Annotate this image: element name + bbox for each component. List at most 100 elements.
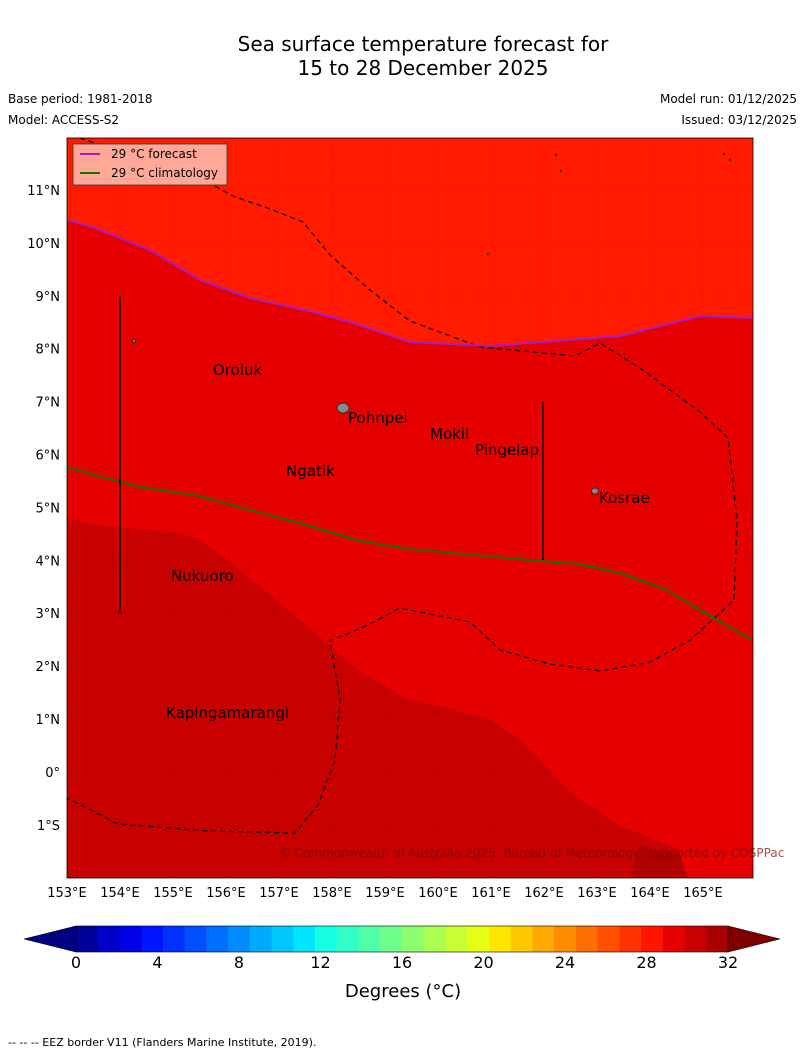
lat-tick-label: 5°N — [36, 501, 61, 516]
island-pohnpei — [336, 402, 350, 414]
colorbar-tick-label: 24 — [555, 953, 575, 972]
colorbar-segment — [336, 926, 360, 952]
colorbar-segment — [641, 926, 664, 952]
lon-tick-label: 156°E — [206, 886, 246, 901]
chart-title: Sea surface temperature forecast for 15 … — [0, 32, 804, 80]
sst-band-29_5-30 — [67, 518, 685, 878]
map-legend: 29 °C forecast 29 °C climatology — [72, 143, 228, 186]
place-pohnpei: Pohnpei — [348, 409, 408, 427]
lon-tick-label: 153°E — [47, 886, 87, 901]
colorbar-segment — [402, 926, 425, 952]
colorbar: 0 4 8 12 16 20 24 28 32 Degrees (°C) — [23, 925, 781, 1002]
footer-note: -- -- -- EEZ border V11 (Flanders Marine… — [8, 1036, 317, 1049]
place-labels: Oroluk Pohnpei Mokil Pingelap Ngatik Kos… — [166, 361, 650, 722]
colorbar-segment — [619, 926, 642, 952]
sst-band-over-30 — [630, 845, 688, 878]
colorbar-tick-labels: 0 4 8 12 16 20 24 28 32 — [71, 953, 738, 972]
place-nukuoro: Nukuoro — [171, 567, 234, 585]
lat-tick-label: 11°N — [27, 184, 60, 199]
colorbar-segment — [97, 926, 120, 952]
colorbar-tick-label: 12 — [310, 953, 330, 972]
colorbar-segment — [467, 926, 490, 952]
lat-tick-label: 4°N — [36, 554, 61, 569]
lon-tick-label: 161°E — [471, 886, 511, 901]
place-pingelap: Pingelap — [475, 441, 539, 459]
colorbar-outline — [75, 925, 729, 953]
title-line-2: 15 to 28 December 2025 — [297, 56, 549, 80]
colorbar-segment — [184, 926, 207, 952]
colorbar-tick-label: 20 — [473, 953, 493, 972]
colorbar-tick-label: 8 — [234, 953, 244, 972]
lat-tick-label: 1°S — [37, 819, 60, 834]
place-ngatik: Ngatik — [286, 462, 335, 480]
climatology-29c-contour — [67, 466, 753, 641]
lon-tick-label: 164°E — [630, 886, 670, 901]
title-line-1: Sea surface temperature forecast for — [237, 32, 609, 56]
colorbar-segment — [532, 926, 555, 952]
lat-tick-label: 9°N — [36, 290, 61, 305]
colorbar-segment — [293, 926, 316, 952]
island-kosrae — [591, 487, 599, 495]
colorbar-segment — [488, 926, 512, 952]
lon-tick-label: 160°E — [418, 886, 458, 901]
lat-tick-label: 3°N — [36, 607, 61, 622]
colorbar-segment — [315, 926, 338, 952]
colorbar-segment — [358, 926, 381, 952]
lon-tick-label: 159°E — [365, 886, 405, 901]
colorbar-segment — [575, 926, 599, 952]
lat-tick-label: 0° — [45, 766, 60, 781]
colorbar-segment — [249, 926, 273, 952]
lon-tick-label: 155°E — [153, 886, 193, 901]
colorbar-tick-label: 4 — [152, 953, 162, 972]
colorbar-segment — [380, 926, 403, 952]
lon-tick-label: 163°E — [577, 886, 617, 901]
colorbar-tick-label: 32 — [718, 953, 738, 972]
colorbar-segment — [162, 926, 186, 952]
gridlines — [67, 138, 753, 878]
colorbar-segment — [445, 926, 468, 952]
island-dot-4 — [722, 152, 726, 156]
colorbar-tick-label: 28 — [636, 953, 656, 972]
islands — [131, 152, 732, 495]
place-mokil: Mokil — [430, 425, 469, 443]
longitude-tick-labels: 153°E 154°E 155°E 156°E 157°E 158°E 159°E 160°E… — [47, 886, 723, 901]
colorbar-over-arrow — [727, 925, 781, 953]
colorbar-under-arrow — [23, 925, 77, 953]
colorbar-segments — [76, 926, 729, 952]
lon-tick-label: 165°E — [683, 886, 723, 901]
island-oroluk-atoll — [131, 338, 136, 343]
colorbar-segment — [423, 926, 446, 952]
colorbar-segment — [119, 926, 142, 952]
lon-tick-label: 162°E — [524, 886, 564, 901]
forecast-29c-contour — [67, 219, 753, 348]
lat-tick-label: 7°N — [36, 396, 61, 411]
lon-tick-label: 158°E — [312, 886, 352, 901]
colorbar-segment — [510, 926, 533, 952]
colorbar-segment — [597, 926, 620, 952]
lat-tick-label: 10°N — [27, 237, 60, 252]
colorbar-segment — [706, 926, 729, 952]
island-dot-5 — [728, 158, 732, 162]
eez-border — [67, 138, 738, 834]
island-dot-1 — [554, 153, 558, 157]
base-period: Base period: 1981-2018 — [8, 92, 153, 106]
lat-tick-label: 1°N — [36, 713, 61, 728]
colorbar-tick-label: 16 — [392, 953, 412, 972]
colorbar-segment — [76, 926, 99, 952]
copyright-notice: © Commonwealth of Australia 2025, Bureau… — [279, 846, 784, 860]
lat-tick-label: 8°N — [36, 343, 61, 358]
lat-tick-label: 6°N — [36, 449, 61, 464]
island-dot-2 — [559, 169, 563, 173]
place-oroluk: Oroluk — [213, 361, 262, 379]
colorbar-segment — [228, 926, 251, 952]
island-dot-3 — [486, 252, 489, 255]
colorbar-tick-label: 0 — [71, 953, 81, 972]
colorbar-segment — [141, 926, 164, 952]
issued-date: Issued: 03/12/2025 — [681, 113, 797, 127]
colorbar-segment — [662, 926, 686, 952]
colorbar-segment — [554, 926, 577, 952]
colorbar-segment — [271, 926, 294, 952]
legend-climatology-label: 29 °C climatology — [111, 166, 218, 180]
lon-tick-label: 157°E — [259, 886, 299, 901]
